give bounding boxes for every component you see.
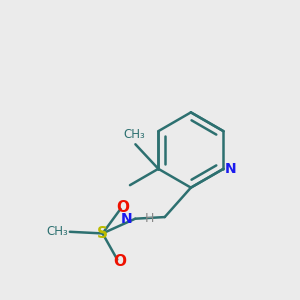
Text: O: O — [113, 254, 126, 269]
Text: S: S — [97, 226, 108, 241]
Text: CH₃: CH₃ — [123, 128, 145, 141]
Text: N: N — [120, 212, 132, 226]
Text: H: H — [144, 212, 154, 225]
Text: CH₃: CH₃ — [46, 225, 68, 238]
Text: N: N — [225, 162, 236, 176]
Text: O: O — [117, 200, 130, 215]
